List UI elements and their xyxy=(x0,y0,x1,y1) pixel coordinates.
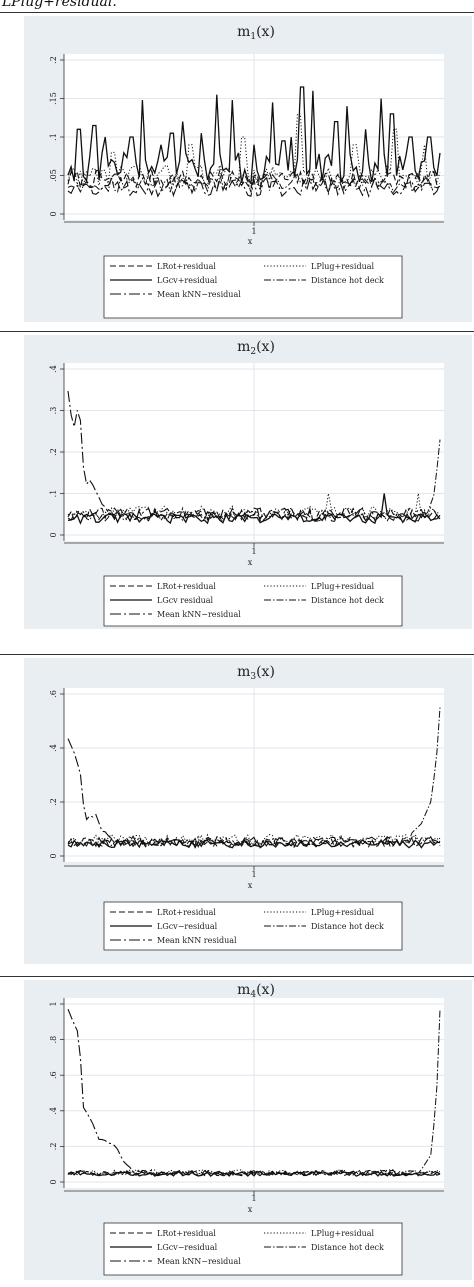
legend-label: LRot+residual xyxy=(157,262,216,271)
series-line xyxy=(67,86,441,185)
series-line xyxy=(67,390,441,522)
chart-panel-4: m4(x) 0 .2 .4 .6 .8 1 1 x LRot+residual LPlug+resi… xyxy=(24,980,472,1280)
x-axis-label: x xyxy=(248,881,253,890)
series-line xyxy=(67,439,441,522)
legend-box xyxy=(103,1222,403,1276)
legend-label: Mean kNN−residual xyxy=(157,610,241,619)
x-tick-label: 1 xyxy=(251,547,256,556)
legend-label: LGcv+residual xyxy=(157,276,218,285)
y-tick-label: 1 xyxy=(49,1001,58,1006)
legend-box xyxy=(103,901,403,951)
series-line xyxy=(67,707,441,848)
x-axis-label: x xyxy=(248,237,253,246)
y-tick-label: .2 xyxy=(49,1143,58,1151)
divider xyxy=(0,331,474,332)
x-tick-label: 1 xyxy=(251,870,256,879)
series-line xyxy=(67,1171,441,1177)
y-tick-label: 0 xyxy=(49,853,58,858)
chart-panel-1: m1(x) 0 .05 .1 .15 .2 1 x LRot+residual LPlug+res… xyxy=(24,16,472,322)
y-tick-label: .05 xyxy=(49,169,58,182)
chart-m3: m3(x) 0 .2 .4 .6 1 x LRot+residual LPlug+residua… xyxy=(49,664,444,951)
y-tick-label: .4 xyxy=(49,744,58,752)
y-tick-label: .2 xyxy=(49,798,58,806)
divider xyxy=(0,12,474,13)
series-line xyxy=(67,738,441,848)
y-tick-label: .15 xyxy=(49,92,58,105)
legend-label: Mean kNN residual xyxy=(157,936,237,945)
legend-label: LPlug+residual xyxy=(311,262,374,271)
chart-m2: m2(x) 0 .1 .2 .3 .4 1 x LRot+residual LPlug+resid… xyxy=(49,339,444,627)
y-tick-label: .1 xyxy=(49,490,58,498)
legend-label: Mean kNN−residual xyxy=(157,1257,241,1266)
legend-label: Distance hot deck xyxy=(311,922,384,931)
legend-label: LRot+residual xyxy=(157,1229,216,1238)
legend-box xyxy=(103,575,403,627)
divider xyxy=(0,654,474,655)
legend-label: Distance hot deck xyxy=(311,596,384,605)
legend-label: LGcv residual xyxy=(157,596,214,605)
x-tick-label: 1 xyxy=(251,227,256,236)
legend-label: LPlug+residual xyxy=(311,582,374,591)
header-text: LPlug+residual. xyxy=(2,0,117,10)
header-strip: LPlug+residual. xyxy=(0,0,474,14)
chart-panel-3: m3(x) 0 .2 .4 .6 1 x LRot+residual LPlug+residua… xyxy=(24,658,472,964)
chart-title: m4(x) xyxy=(237,982,275,1000)
chart-panel-2: m2(x) 0 .1 .2 .3 .4 1 x LRot+residual LPlug+resid… xyxy=(24,335,472,629)
series-line xyxy=(67,1008,441,1177)
series-line xyxy=(67,493,441,525)
chart-title: m3(x) xyxy=(237,664,275,682)
series-line xyxy=(67,176,441,199)
y-tick-label: .6 xyxy=(49,690,58,698)
chart-m4: m4(x) 0 .2 .4 .6 .8 1 1 x LRot+residual LPlug+resi… xyxy=(49,982,444,1276)
series-line xyxy=(67,493,441,520)
legend-label: Mean kNN−residual xyxy=(157,290,241,299)
y-tick-label: .3 xyxy=(49,407,58,415)
legend-label: LPlug+residual xyxy=(311,908,374,917)
legend-label: LPlug+residual xyxy=(311,1229,374,1238)
y-tick-label: 0 xyxy=(49,211,58,216)
legend-label: Distance hot deck xyxy=(311,1243,384,1252)
series-line xyxy=(67,1009,441,1176)
y-tick-label: 0 xyxy=(49,1179,58,1184)
x-axis-label: x xyxy=(248,558,253,567)
divider xyxy=(0,976,474,977)
legend-label: LRot+residual xyxy=(157,582,216,591)
series-line xyxy=(67,168,441,190)
y-tick-label: .4 xyxy=(49,365,58,373)
chart-title: m2(x) xyxy=(237,339,275,357)
x-tick-label: 1 xyxy=(251,1194,256,1203)
legend-label: Distance hot deck xyxy=(311,276,384,285)
legend-label: LGcv−residual xyxy=(157,1243,218,1252)
series-line xyxy=(67,1168,441,1176)
series-line xyxy=(67,113,441,187)
y-tick-label: .8 xyxy=(49,1036,58,1044)
x-axis-label: x xyxy=(248,1205,253,1214)
y-tick-label: .1 xyxy=(49,133,58,141)
y-tick-label: .2 xyxy=(49,56,58,64)
y-tick-label: .2 xyxy=(49,448,58,456)
legend-label: LRot+residual xyxy=(157,908,216,917)
chart-m1: m1(x) 0 .05 .1 .15 .2 1x LRot+residual LPlug+res… xyxy=(49,24,444,319)
series-line xyxy=(67,838,441,849)
legend-label: LGcv−residual xyxy=(157,922,218,931)
y-tick-label: .4 xyxy=(49,1107,58,1115)
chart-title: m1(x) xyxy=(237,24,275,42)
y-tick-label: .6 xyxy=(49,1071,58,1079)
y-tick-label: 0 xyxy=(49,532,58,537)
legend-box xyxy=(103,255,403,319)
